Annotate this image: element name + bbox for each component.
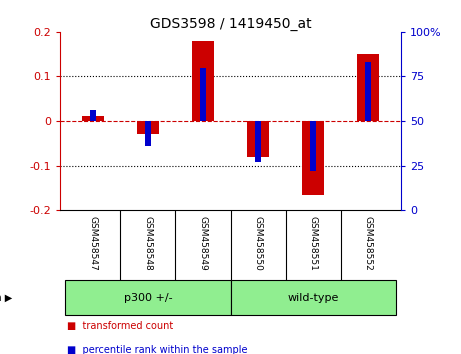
- Bar: [357, 54, 379, 121]
- Bar: [89, 110, 96, 121]
- Text: GSM458548: GSM458548: [143, 216, 153, 271]
- Bar: [247, 121, 269, 157]
- Bar: [310, 121, 316, 171]
- Text: ■  transformed count: ■ transformed count: [67, 321, 173, 331]
- Bar: [302, 121, 324, 195]
- Bar: [365, 62, 372, 121]
- Text: GSM458551: GSM458551: [308, 216, 318, 271]
- Title: GDS3598 / 1419450_at: GDS3598 / 1419450_at: [150, 17, 311, 31]
- Text: GSM458549: GSM458549: [199, 216, 207, 271]
- FancyBboxPatch shape: [230, 280, 396, 315]
- Bar: [82, 116, 104, 121]
- Text: p300 +/-: p300 +/-: [124, 293, 172, 303]
- FancyBboxPatch shape: [65, 280, 230, 315]
- Text: ■  percentile rank within the sample: ■ percentile rank within the sample: [67, 345, 247, 354]
- Text: genotype/variation ▶: genotype/variation ▶: [0, 293, 12, 303]
- Text: GSM458547: GSM458547: [89, 216, 97, 271]
- Bar: [145, 121, 151, 146]
- Text: GSM458552: GSM458552: [364, 216, 372, 271]
- Text: GSM458550: GSM458550: [254, 216, 262, 271]
- Bar: [200, 68, 206, 121]
- Bar: [137, 121, 159, 135]
- Bar: [255, 121, 261, 162]
- Text: wild-type: wild-type: [287, 293, 339, 303]
- Bar: [192, 41, 214, 121]
